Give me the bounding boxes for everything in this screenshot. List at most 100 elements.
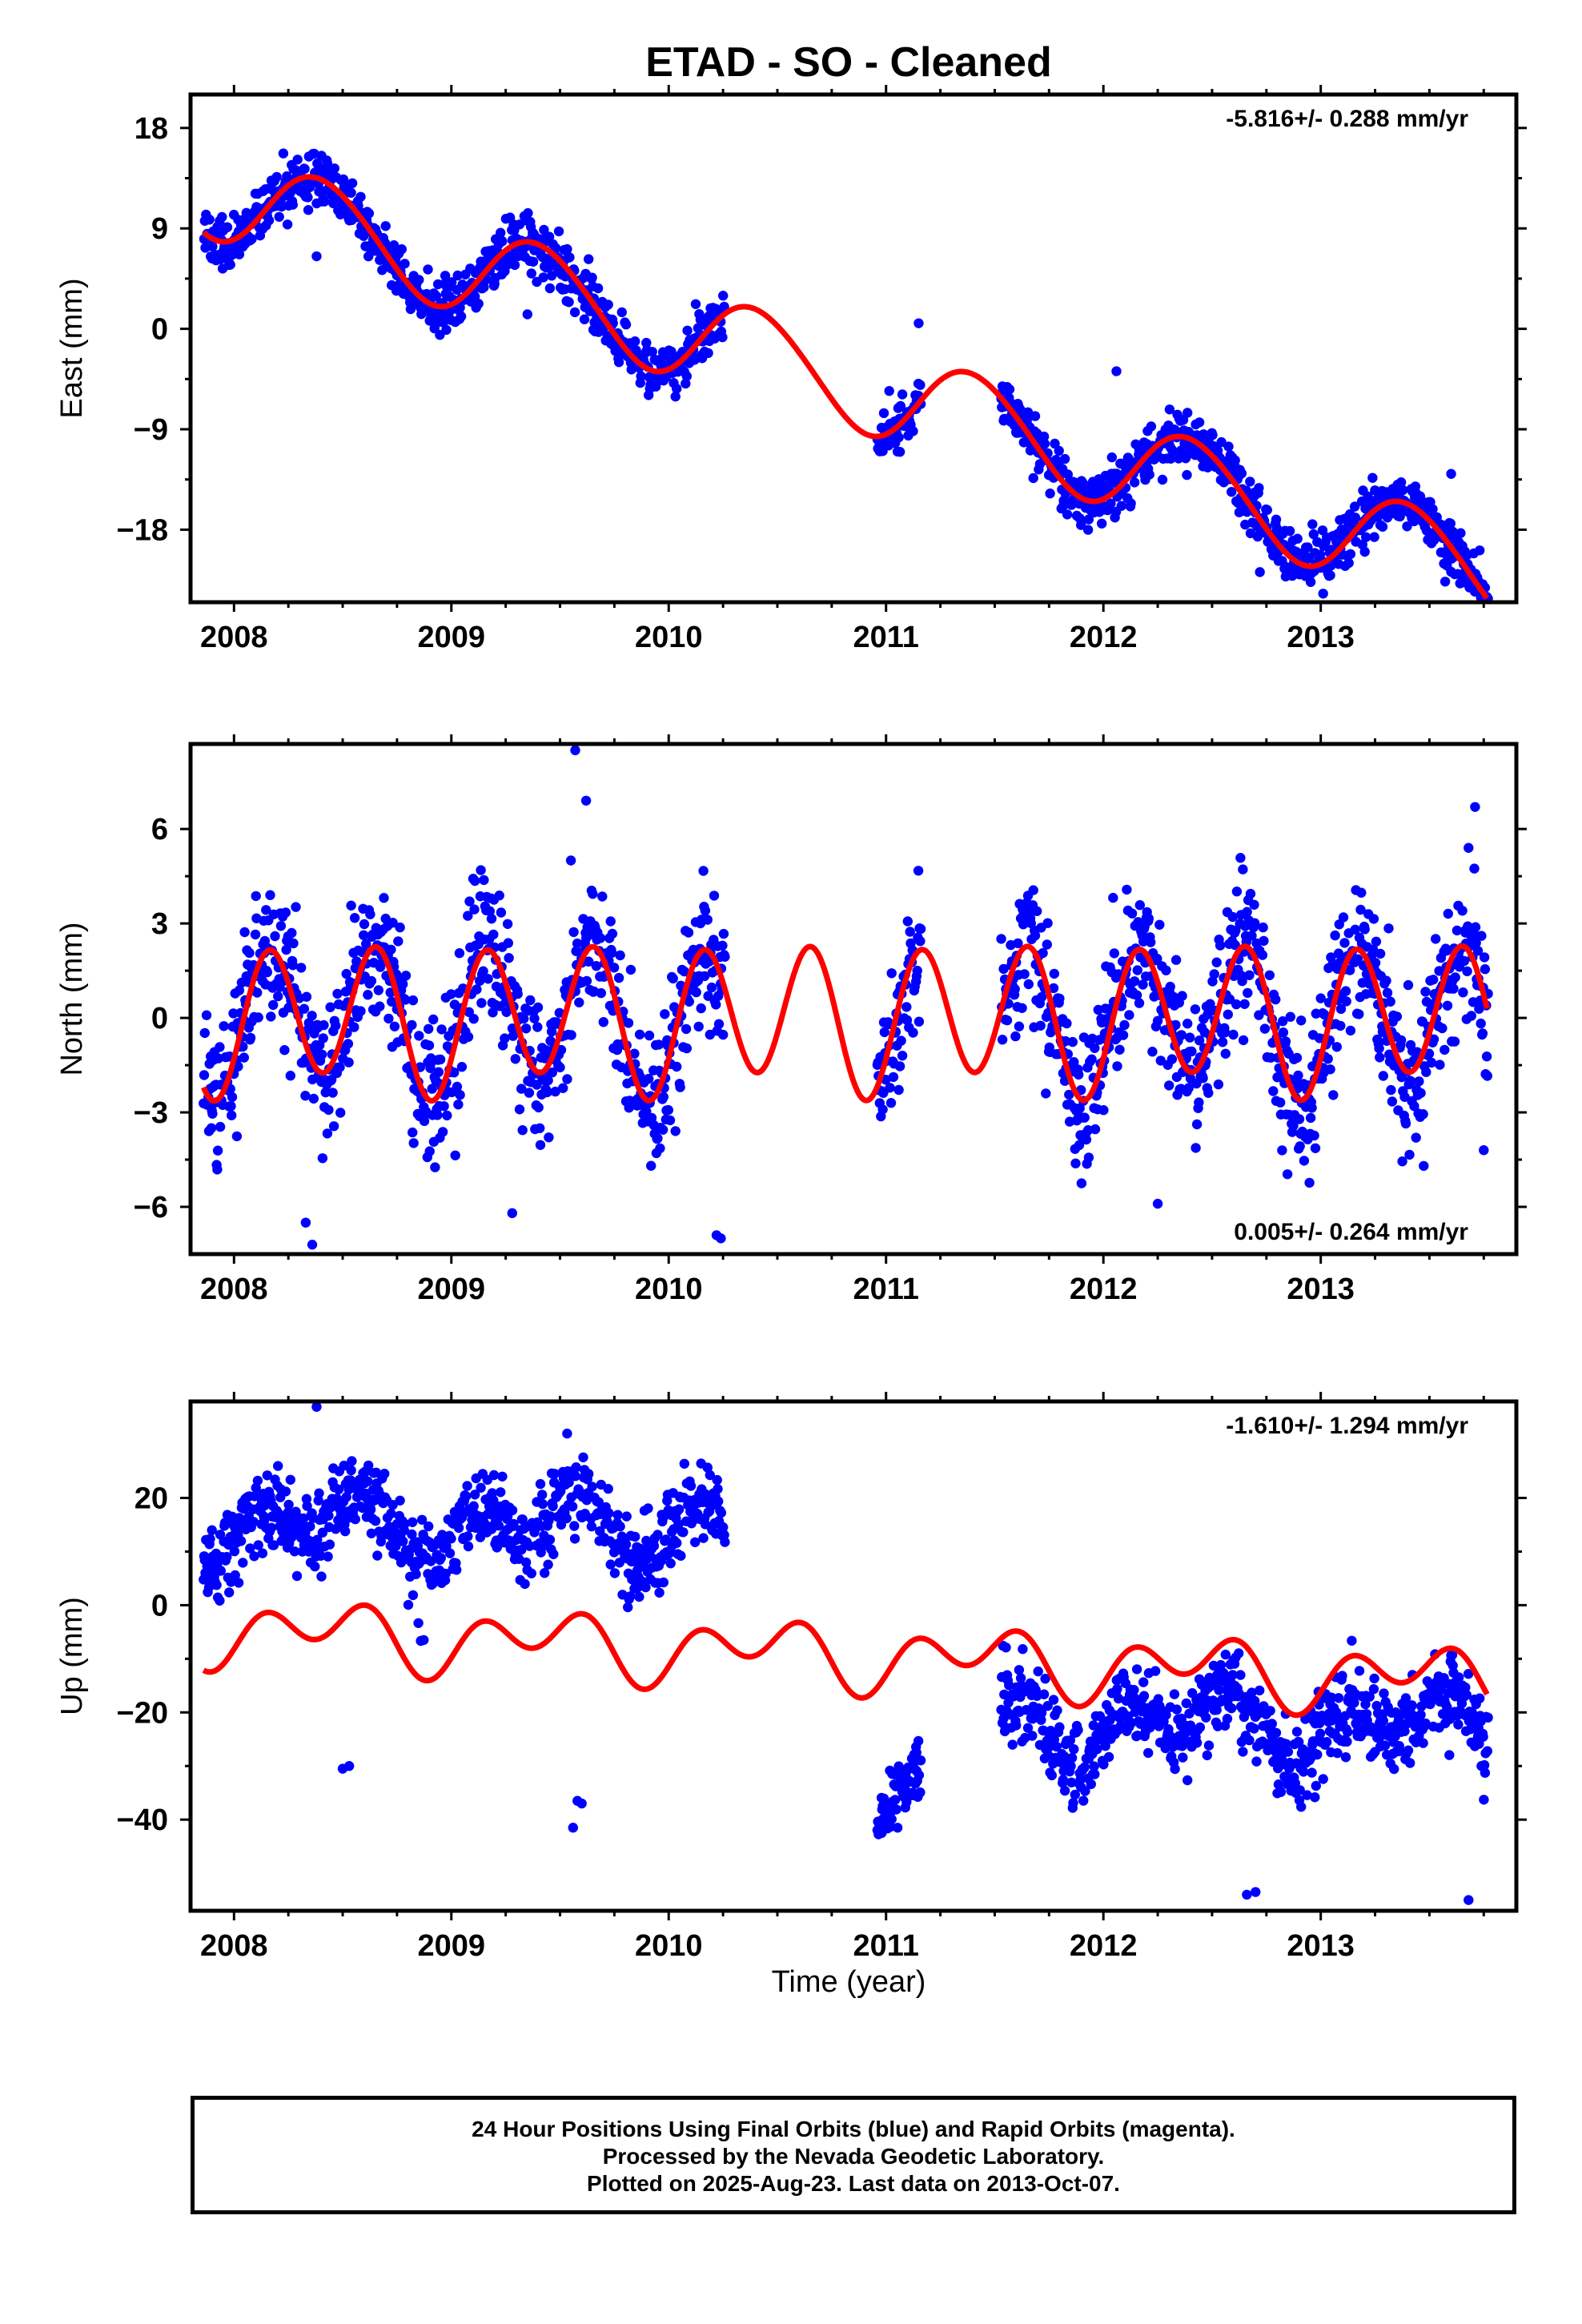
data-point bbox=[1479, 1795, 1489, 1805]
data-point bbox=[1333, 1693, 1344, 1703]
data-point bbox=[1190, 1004, 1201, 1015]
data-point bbox=[1177, 991, 1187, 1001]
data-point bbox=[301, 1494, 312, 1504]
data-point bbox=[229, 1546, 240, 1557]
data-points-up bbox=[199, 1401, 1493, 1905]
data-point bbox=[460, 1491, 472, 1502]
data-point bbox=[227, 1092, 238, 1103]
data-point bbox=[523, 207, 533, 219]
data-point bbox=[1013, 938, 1023, 949]
data-point bbox=[1377, 521, 1388, 532]
data-point bbox=[661, 1534, 671, 1545]
data-point bbox=[1079, 1112, 1090, 1123]
data-point bbox=[549, 1469, 560, 1479]
data-point bbox=[915, 380, 926, 390]
data-point bbox=[479, 875, 489, 886]
data-point bbox=[1122, 884, 1132, 895]
data-point bbox=[486, 914, 497, 924]
data-point-outlier bbox=[1242, 1889, 1252, 1900]
data-point bbox=[346, 1465, 356, 1476]
data-point bbox=[314, 1488, 324, 1498]
data-point bbox=[1335, 1020, 1346, 1031]
data-point bbox=[201, 1574, 212, 1586]
data-point bbox=[1046, 1770, 1058, 1781]
data-point bbox=[1030, 411, 1041, 421]
data-point bbox=[542, 1087, 553, 1097]
data-point bbox=[539, 224, 549, 235]
data-point bbox=[556, 1044, 567, 1055]
data-point bbox=[1228, 1029, 1239, 1040]
data-point bbox=[1074, 1103, 1085, 1114]
x-tick-label: 2008 bbox=[200, 1929, 268, 1963]
data-point bbox=[379, 893, 389, 903]
data-point bbox=[717, 332, 728, 343]
data-point bbox=[211, 1580, 222, 1590]
data-point bbox=[682, 325, 693, 336]
data-point bbox=[1445, 518, 1456, 529]
data-point bbox=[1259, 1023, 1271, 1034]
data-point bbox=[1345, 549, 1356, 560]
data-point bbox=[275, 921, 287, 931]
data-point bbox=[912, 965, 922, 976]
data-point bbox=[1482, 1071, 1493, 1081]
data-point bbox=[537, 1490, 548, 1500]
data-point bbox=[1011, 1720, 1022, 1731]
data-point bbox=[478, 966, 488, 976]
data-point bbox=[886, 968, 897, 979]
data-point bbox=[675, 1082, 685, 1092]
data-point bbox=[668, 973, 678, 984]
data-point bbox=[476, 865, 486, 875]
data-point bbox=[1395, 477, 1407, 488]
data-point-outlier bbox=[913, 318, 924, 328]
data-point bbox=[620, 320, 632, 330]
data-point bbox=[1311, 1780, 1322, 1791]
data-point bbox=[363, 1476, 373, 1486]
data-point bbox=[535, 1123, 545, 1134]
data-point bbox=[913, 1770, 925, 1780]
data-point bbox=[1059, 1785, 1070, 1796]
data-point bbox=[1418, 1109, 1428, 1120]
data-point bbox=[654, 1587, 665, 1598]
data-point bbox=[701, 1489, 711, 1500]
data-point bbox=[568, 927, 579, 938]
data-point bbox=[1038, 947, 1048, 959]
data-point bbox=[329, 163, 339, 174]
data-point bbox=[691, 987, 701, 998]
y-tick-label: −3 bbox=[134, 1096, 168, 1130]
data-point bbox=[1069, 1744, 1079, 1755]
data-point bbox=[1291, 1727, 1303, 1737]
data-point bbox=[317, 1049, 327, 1060]
data-point bbox=[230, 1570, 240, 1581]
data-point bbox=[544, 231, 555, 242]
data-point bbox=[361, 939, 371, 949]
data-point bbox=[1303, 542, 1313, 553]
data-point bbox=[607, 928, 618, 939]
data-point bbox=[1075, 1775, 1086, 1785]
data-point bbox=[355, 191, 366, 202]
data-point bbox=[1447, 1660, 1458, 1671]
data-point bbox=[510, 1054, 520, 1064]
data-point bbox=[683, 927, 694, 938]
data-point bbox=[1210, 1677, 1220, 1687]
data-point bbox=[1368, 1684, 1379, 1695]
data-point bbox=[1466, 1011, 1477, 1021]
data-point bbox=[1215, 1659, 1227, 1671]
data-point bbox=[1036, 1715, 1046, 1725]
data-point bbox=[1170, 1763, 1180, 1775]
data-point bbox=[1259, 935, 1269, 947]
data-point bbox=[219, 1021, 229, 1031]
data-point bbox=[350, 1514, 360, 1525]
data-point bbox=[1482, 1746, 1493, 1756]
data-point bbox=[1470, 922, 1481, 932]
data-point bbox=[551, 243, 561, 254]
x-tick-label: 2008 bbox=[200, 1273, 268, 1306]
data-point bbox=[1080, 1786, 1090, 1796]
y-tick-label: −40 bbox=[117, 1803, 168, 1837]
data-point bbox=[285, 1474, 295, 1486]
data-point bbox=[1054, 1722, 1065, 1732]
data-point bbox=[1335, 1003, 1347, 1015]
data-point bbox=[1032, 906, 1042, 917]
data-point bbox=[1409, 1101, 1419, 1112]
data-point bbox=[572, 938, 583, 949]
data-point bbox=[1203, 1088, 1214, 1099]
